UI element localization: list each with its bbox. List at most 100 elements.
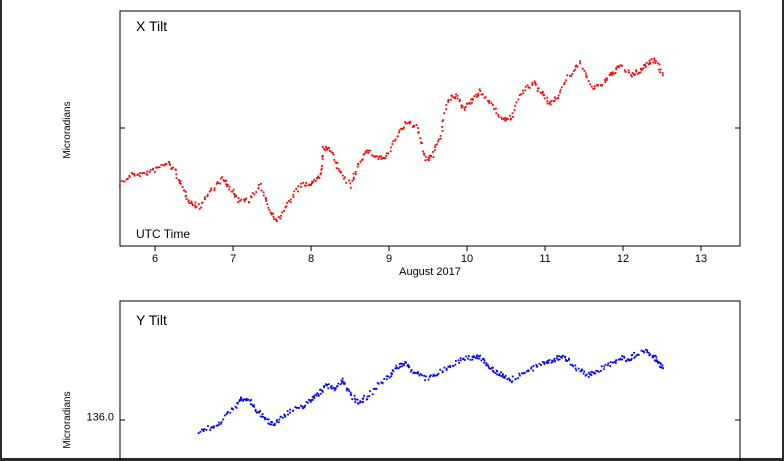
data-point bbox=[517, 98, 520, 101]
data-point bbox=[525, 370, 528, 373]
data-point bbox=[213, 425, 215, 428]
data-point bbox=[267, 206, 270, 209]
data-point bbox=[313, 397, 316, 399]
data-point bbox=[466, 102, 468, 105]
data-point bbox=[320, 172, 322, 175]
data-point bbox=[294, 406, 297, 408]
data-point bbox=[447, 365, 450, 368]
data-point bbox=[564, 355, 566, 358]
data-point bbox=[320, 167, 323, 170]
data-point bbox=[597, 84, 600, 87]
data-point bbox=[592, 371, 595, 374]
window-border-right bbox=[782, 0, 784, 461]
data-point bbox=[331, 387, 333, 390]
x-tilt-title: X Tilt bbox=[136, 18, 167, 34]
data-point bbox=[410, 370, 412, 373]
data-point bbox=[470, 98, 472, 101]
data-point bbox=[380, 155, 383, 158]
data-point bbox=[662, 367, 664, 370]
data-point bbox=[270, 423, 272, 426]
data-point bbox=[194, 204, 196, 207]
data-point bbox=[533, 80, 536, 83]
data-point bbox=[633, 74, 635, 76]
data-point bbox=[518, 372, 521, 375]
data-point bbox=[313, 395, 315, 398]
data-point bbox=[563, 81, 566, 84]
data-point bbox=[603, 365, 606, 368]
data-point bbox=[621, 358, 624, 361]
data-point bbox=[602, 368, 605, 371]
data-point bbox=[546, 100, 549, 102]
data-point bbox=[652, 356, 654, 359]
data-point bbox=[559, 88, 562, 91]
x-tick-label: 13 bbox=[695, 253, 707, 265]
data-point bbox=[278, 418, 281, 421]
y-tilt-y-axis-label: Microradians bbox=[62, 391, 73, 448]
data-point bbox=[321, 155, 323, 158]
data-point bbox=[240, 198, 243, 201]
data-point bbox=[653, 59, 656, 61]
data-point bbox=[396, 135, 399, 138]
data-point bbox=[317, 175, 319, 178]
data-point bbox=[415, 124, 418, 126]
data-point bbox=[223, 414, 226, 417]
data-point bbox=[428, 375, 431, 378]
data-point bbox=[436, 143, 438, 146]
data-point bbox=[336, 385, 338, 388]
data-point bbox=[280, 214, 282, 217]
data-point bbox=[327, 387, 330, 390]
data-point bbox=[217, 424, 220, 426]
data-point bbox=[650, 58, 653, 60]
data-point bbox=[357, 163, 360, 166]
data-point bbox=[590, 85, 593, 88]
data-point bbox=[171, 167, 173, 169]
data-point bbox=[540, 364, 542, 366]
data-point bbox=[483, 361, 486, 364]
data-point bbox=[570, 74, 573, 77]
data-point bbox=[621, 64, 623, 67]
data-point bbox=[575, 369, 578, 372]
data-point bbox=[222, 418, 225, 421]
data-point bbox=[434, 144, 437, 147]
data-point bbox=[443, 366, 446, 369]
data-point bbox=[257, 187, 260, 189]
data-point bbox=[480, 93, 483, 96]
data-point bbox=[571, 364, 574, 366]
data-point bbox=[343, 177, 345, 180]
data-point bbox=[496, 373, 499, 376]
data-point bbox=[184, 190, 187, 193]
x-tick-label: 12 bbox=[617, 253, 629, 265]
data-point bbox=[648, 61, 651, 64]
data-point bbox=[471, 98, 474, 101]
x-tick-label: 10 bbox=[461, 253, 473, 265]
data-point bbox=[436, 374, 438, 377]
data-point bbox=[174, 169, 177, 171]
data-point bbox=[157, 166, 160, 169]
data-point bbox=[339, 383, 342, 386]
data-point bbox=[359, 401, 361, 404]
data-point bbox=[552, 360, 554, 363]
data-point bbox=[488, 100, 491, 102]
data-point bbox=[362, 153, 365, 156]
data-point bbox=[635, 70, 638, 73]
data-point bbox=[268, 423, 271, 426]
data-point bbox=[313, 178, 315, 181]
data-point bbox=[220, 177, 222, 180]
data-point bbox=[179, 180, 182, 182]
data-point bbox=[464, 106, 467, 108]
data-point bbox=[228, 188, 231, 191]
y-tilt-points bbox=[197, 348, 664, 434]
data-point bbox=[643, 350, 645, 353]
data-point bbox=[306, 401, 309, 404]
data-point bbox=[246, 399, 248, 401]
data-point bbox=[198, 207, 201, 210]
data-point bbox=[230, 190, 233, 193]
data-point bbox=[566, 360, 569, 362]
data-point bbox=[487, 100, 489, 102]
data-point bbox=[584, 374, 587, 377]
data-point bbox=[565, 359, 567, 362]
data-point bbox=[225, 179, 228, 182]
data-point bbox=[365, 151, 368, 154]
data-point bbox=[445, 367, 448, 370]
data-point bbox=[385, 152, 388, 155]
